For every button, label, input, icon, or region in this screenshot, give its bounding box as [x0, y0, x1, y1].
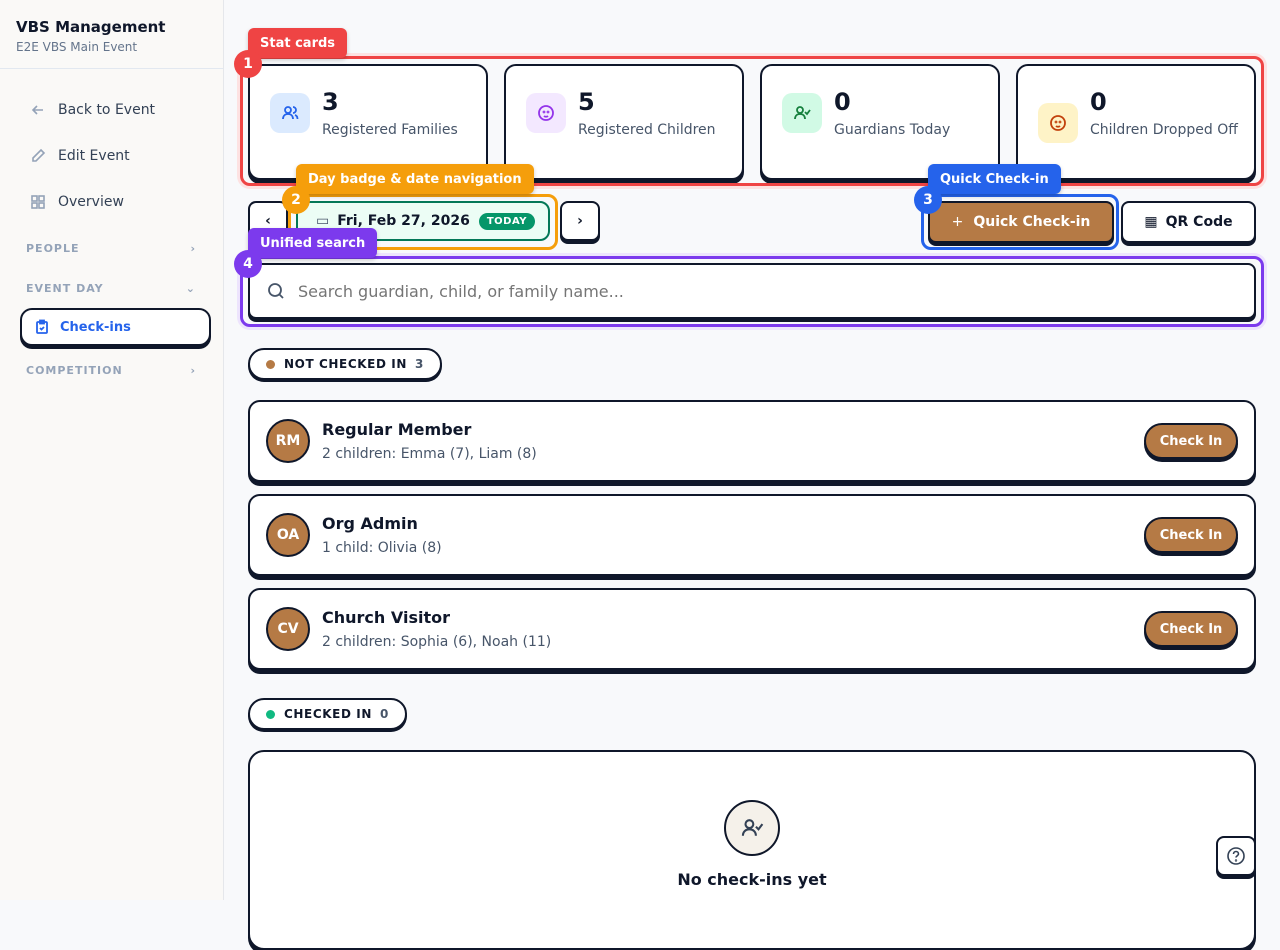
check-in-button[interactable]: Check In [1144, 611, 1238, 647]
check-in-button[interactable]: Check In [1144, 517, 1238, 553]
avatar: OA [266, 513, 310, 557]
qr-code-icon: ▦ [1144, 214, 1158, 230]
sidebar-item-label: Check-ins [60, 319, 131, 335]
sidebar-item-label: Edit Event [58, 148, 130, 164]
sidebar-item-label: Back to Event [58, 102, 156, 118]
stat-card-children: 5 Registered Children [504, 64, 744, 180]
avatar: CV [266, 607, 310, 651]
sidebar-item-overview[interactable]: Overview [20, 190, 210, 214]
section-count: 0 [380, 707, 389, 721]
calendar-icon: ▭ [316, 213, 330, 229]
app-title: VBS Management [16, 18, 166, 36]
stat-label: Registered Children [578, 122, 716, 138]
user-check-icon [724, 800, 780, 856]
checked-in-header: CHECKED IN 0 [248, 698, 407, 730]
annotation-number: 2 [282, 186, 310, 214]
stat-label: Children Dropped Off [1090, 122, 1238, 138]
chevron-right-icon: › [577, 213, 583, 229]
sidebar-item-back-to-event[interactable]: Back to Event [20, 98, 210, 122]
annotation-number: 3 [914, 186, 942, 214]
status-dot [266, 709, 275, 719]
check-in-button[interactable]: Check In [1144, 423, 1238, 459]
stat-value: 3 [322, 88, 339, 116]
stat-value: 0 [1090, 88, 1107, 116]
arrow-left-icon [31, 105, 43, 115]
stat-label: Guardians Today [834, 122, 951, 138]
section-label: NOT CHECKED IN [284, 357, 408, 371]
family-row: RM Regular Member 2 children: Emma (7), Li… [248, 400, 1256, 482]
annotation-frame-quick-checkin [921, 194, 1119, 250]
stat-card-families: 3 Registered Families [248, 64, 488, 180]
annotation-frame-search [240, 256, 1264, 327]
chevron-left-icon: ‹ [265, 213, 271, 229]
pencil-icon [32, 148, 46, 162]
search-icon [268, 283, 284, 299]
annotation-label: Stat cards [248, 28, 348, 58]
current-date: Fri, Feb 27, 2026 [337, 213, 470, 229]
section-event-day[interactable]: EVENT DAY ⌄ [26, 282, 196, 295]
family-children: 2 children: Emma (7), Liam (8) [322, 446, 537, 462]
today-badge: TODAY [478, 212, 535, 230]
button-label: QR Code [1165, 214, 1233, 230]
sidebar: VBS Management E2E VBS Main Event Back t… [0, 0, 224, 900]
stat-value: 5 [578, 88, 595, 116]
users-icon [270, 93, 310, 133]
plus-icon: + [951, 214, 964, 230]
annotation-label: Day badge & date navigation [296, 164, 534, 194]
annotation-number: 1 [234, 50, 262, 78]
family-row: CV Church Visitor 2 children: Sophia (6), … [248, 588, 1256, 670]
annotation-frame-stat-cards [240, 56, 1264, 186]
avatar: RM [266, 419, 310, 463]
family-name: Church Visitor [322, 608, 450, 627]
qr-code-button[interactable]: ▦ QR Code [1121, 201, 1256, 243]
next-day-button[interactable]: › [560, 201, 600, 241]
stat-card-guardians: 0 Guardians Today [760, 64, 1000, 180]
section-competition[interactable]: COMPETITION › [26, 364, 196, 377]
stat-value: 0 [834, 88, 851, 116]
section-label: CHECKED IN [284, 707, 372, 721]
annotation-number: 4 [234, 250, 262, 278]
status-dot [266, 359, 275, 369]
annotation-frame-date-nav [288, 194, 558, 250]
empty-message: No check-ins yet [677, 870, 827, 889]
grid-icon [31, 195, 45, 209]
section-label: PEOPLE [26, 242, 80, 255]
help-button[interactable] [1216, 836, 1256, 876]
family-children: 2 children: Sophia (6), Noah (11) [322, 634, 552, 650]
button-label: Quick Check-in [973, 214, 1091, 230]
sidebar-item-edit-event[interactable]: Edit Event [20, 144, 210, 168]
not-checked-in-header: NOT CHECKED IN 3 [248, 348, 442, 380]
stat-card-dropped-off: 0 Children Dropped Off [1016, 64, 1256, 180]
user-check-icon [782, 93, 822, 133]
family-name: Org Admin [322, 514, 418, 533]
help-icon [1227, 847, 1245, 865]
section-label: EVENT DAY [26, 282, 104, 295]
sidebar-header: VBS Management E2E VBS Main Event [0, 0, 223, 69]
baby-icon [526, 93, 566, 133]
search-field[interactable] [248, 263, 1256, 319]
family-children: 1 child: Olivia (8) [322, 540, 442, 556]
search-input[interactable] [298, 281, 1198, 301]
section-count: 3 [415, 357, 424, 371]
annotation-label: Quick Check-in [928, 164, 1061, 194]
section-label: COMPETITION [26, 364, 123, 377]
family-name: Regular Member [322, 420, 472, 439]
quick-checkin-button[interactable]: + Quick Check-in [928, 201, 1114, 243]
event-name: E2E VBS Main Event [16, 40, 138, 54]
clipboard-check-icon [36, 319, 48, 334]
chevron-down-icon: ⌄ [185, 282, 196, 295]
stat-label: Registered Families [322, 122, 458, 138]
sidebar-item-check-ins[interactable]: Check-ins [20, 308, 211, 346]
sidebar-item-label: Overview [58, 194, 124, 210]
annotation-label: Unified search [248, 228, 378, 258]
baby-icon [1038, 103, 1078, 143]
section-people[interactable]: PEOPLE › [26, 242, 196, 255]
family-row: OA Org Admin 1 child: Olivia (8) Check In [248, 494, 1256, 576]
empty-state: No check-ins yet [248, 750, 1256, 950]
chevron-right-icon: › [190, 242, 196, 255]
chevron-right-icon: › [190, 364, 196, 377]
